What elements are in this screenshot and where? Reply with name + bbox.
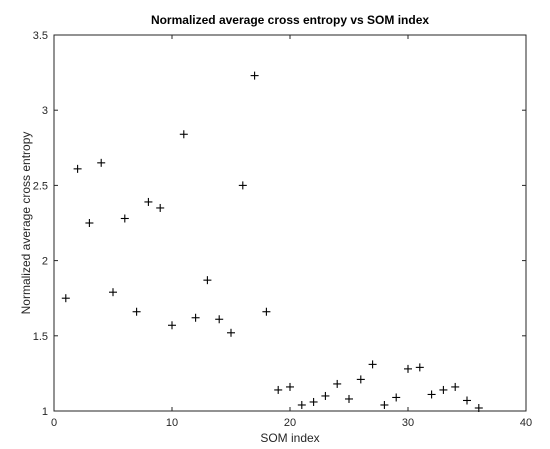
data-point [73,164,82,173]
plot-area [53,34,527,412]
data-point [451,382,460,391]
data-point [415,363,424,372]
x-tick-label: 20 [284,417,296,429]
data-point [179,130,188,139]
y-tick-label: 1.5 [33,331,48,343]
data-point [156,203,165,212]
x-tick-label: 40 [520,417,532,429]
data-point [286,382,294,391]
chart-title: Normalized average cross entropy vs SOM … [151,13,429,27]
data-point [168,321,176,330]
data-point [297,400,306,409]
data-point [61,294,70,303]
y-tick-label: 3.5 [33,30,48,42]
data-point [333,379,342,388]
y-tick-label: 1 [42,406,48,418]
data-point [368,360,377,369]
data-points [61,71,483,412]
data-point [463,396,471,405]
axis-ticks [53,34,527,412]
y-axis-label: Normalized average cross entropy [19,132,33,315]
data-point [356,375,365,384]
data-point [144,197,153,206]
data-point [427,390,436,399]
data-point [238,181,247,190]
y-tick-label: 2.5 [33,180,48,192]
data-point [321,391,330,400]
data-point [132,307,141,316]
data-point [262,307,271,316]
y-tick-label: 3 [42,105,48,117]
data-point [404,364,412,373]
data-point [380,400,389,409]
data-point [392,393,401,402]
data-point [345,394,353,403]
data-point [474,403,483,412]
data-point [191,313,200,322]
data-point [274,385,283,394]
data-point [85,219,94,227]
x-tick-label: 10 [166,417,178,429]
y-tick-label: 2 [42,256,48,268]
data-point [97,158,106,167]
x-tick-label: 0 [51,417,57,429]
data-point [120,214,129,223]
data-point [203,276,212,285]
data-point [109,288,117,297]
x-tick-label: 30 [402,417,414,429]
x-axis-label: SOM index [260,431,319,445]
data-point [215,315,224,324]
data-point [250,71,259,80]
axis-tick-labels: 0 10 20 30 40 1 1.5 2 2.5 3 3.5 [33,30,532,429]
data-point [227,328,235,337]
data-point [309,397,318,406]
data-point [439,385,448,394]
